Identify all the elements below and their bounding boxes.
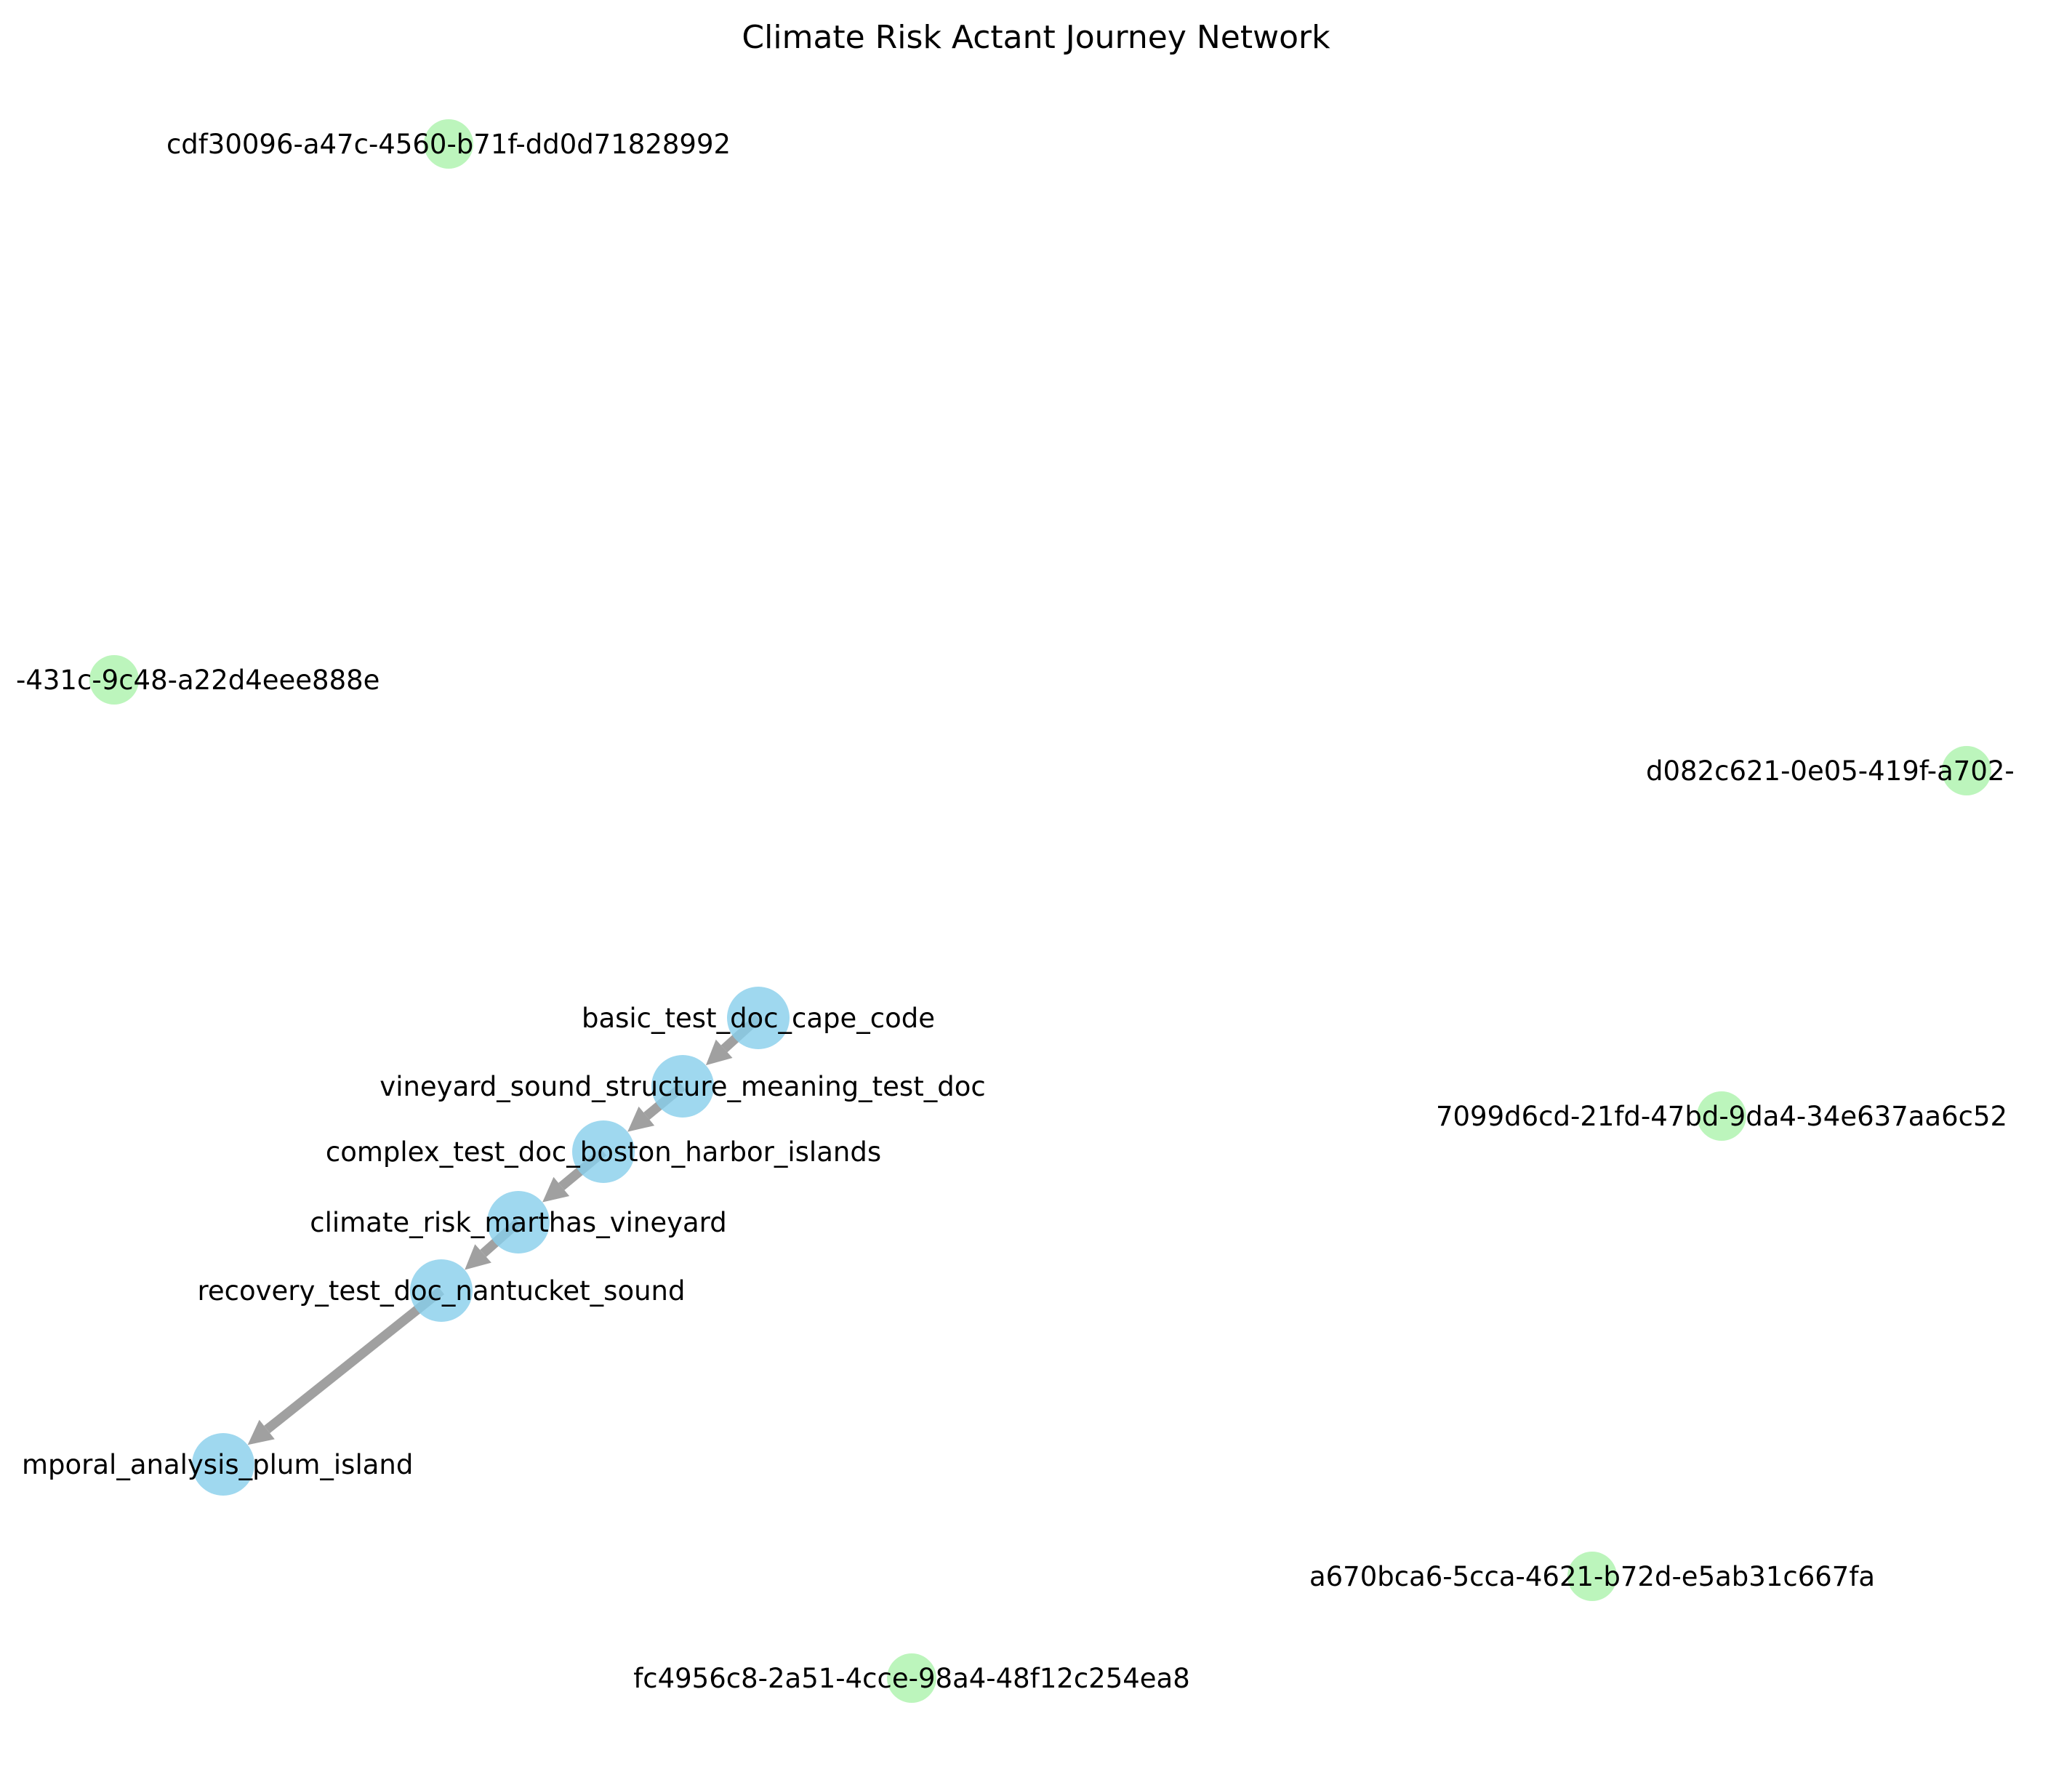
edge-arrowhead-2 xyxy=(627,1106,655,1132)
actant-node-5 xyxy=(1567,1552,1617,1601)
node-label-3: d082c621-0e05-419f-a702- xyxy=(1646,755,2015,787)
node-label-9: complex_test_doc_boston_harbor_islands xyxy=(326,1136,881,1168)
document-node-10 xyxy=(487,1191,550,1253)
document-node-8 xyxy=(651,1055,714,1118)
actant-node-2 xyxy=(89,655,139,705)
actant-node-4 xyxy=(1697,1091,1746,1141)
edge-arrowhead-1 xyxy=(705,1039,733,1066)
document-node-7 xyxy=(727,987,790,1049)
edge-arrowhead-4 xyxy=(465,1244,491,1270)
node-label-2: -431c-9c48-a22d4eee888e xyxy=(16,665,380,696)
edge-arrowhead-5 xyxy=(247,1419,275,1445)
node-label-5: a670bca6-5cca-4621-b72d-e5ab31c667fa xyxy=(1309,1561,1875,1592)
edge-line-5 xyxy=(264,1286,445,1434)
actant-node-1 xyxy=(424,119,473,169)
actant-node-6 xyxy=(887,1653,936,1703)
edge-arrowhead-3 xyxy=(542,1176,570,1203)
node-label-6: fc4956c8-2a51-4cce-98a4-48f12c254ea8 xyxy=(633,1663,1190,1694)
labels-layer: cdf30096-a47c-4560-b71f-dd0d71828992 -431… xyxy=(16,129,2015,1694)
node-label-10: climate_risk_marthas_vineyard xyxy=(310,1207,726,1238)
nodes-layer xyxy=(89,119,1991,1703)
document-node-9 xyxy=(572,1120,635,1183)
node-label-8: vineyard_sound_structure_meaning_test_do… xyxy=(380,1071,985,1102)
node-label-11: recovery_test_doc_nantucket_sound xyxy=(198,1275,686,1307)
figure-title: Climate Risk Actant Journey Network xyxy=(742,19,1330,56)
document-node-12 xyxy=(192,1433,254,1496)
document-node-11 xyxy=(410,1259,473,1322)
node-label-12: mporal_analysis_plum_island xyxy=(22,1449,413,1480)
node-label-4: 7099d6cd-21fd-47bd-9da4-34e637aa6c52 xyxy=(1436,1101,2007,1132)
node-label-1: cdf30096-a47c-4560-b71f-dd0d71828992 xyxy=(166,129,731,160)
node-label-7: basic_test_doc_cape_code xyxy=(582,1003,935,1034)
actant-node-3 xyxy=(1942,746,1991,795)
